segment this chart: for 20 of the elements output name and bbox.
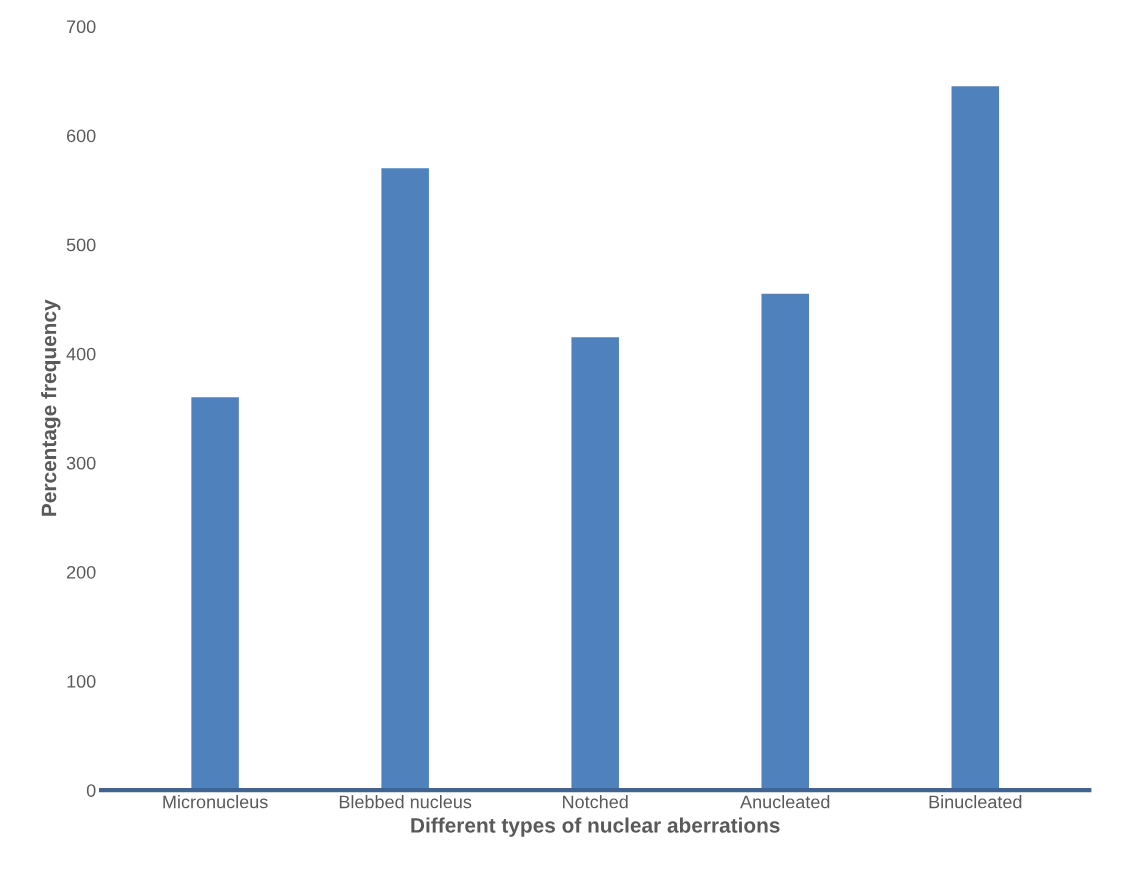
- bar: [191, 397, 239, 791]
- bar: [381, 168, 429, 791]
- x-tick-label: Micronucleus: [163, 795, 268, 809]
- x-tick-label: Anucleated: [740, 795, 830, 809]
- x-tick-label: Notched: [563, 795, 628, 809]
- y-tick-label: 300: [66, 456, 96, 470]
- y-tick-label: 700: [67, 20, 96, 34]
- y-tick-label: 400: [66, 347, 96, 361]
- x-tick-label: Binucleated: [929, 795, 1022, 809]
- x-tick-label: Blebbed nucleus: [339, 795, 472, 809]
- bar: [571, 337, 619, 791]
- y-tick-label: 0: [86, 784, 96, 797]
- y-tick-label: 200: [67, 565, 96, 579]
- bar: [951, 86, 1000, 791]
- y-tick-label: 600: [67, 129, 96, 143]
- x-axis-title: Different types of nuclear aberrations: [411, 817, 780, 837]
- y-axis-title: Percentage frequency: [41, 299, 61, 516]
- bar: [761, 293, 809, 791]
- y-tick-label: 100: [67, 675, 96, 688]
- y-tick-label: 500: [66, 238, 96, 252]
